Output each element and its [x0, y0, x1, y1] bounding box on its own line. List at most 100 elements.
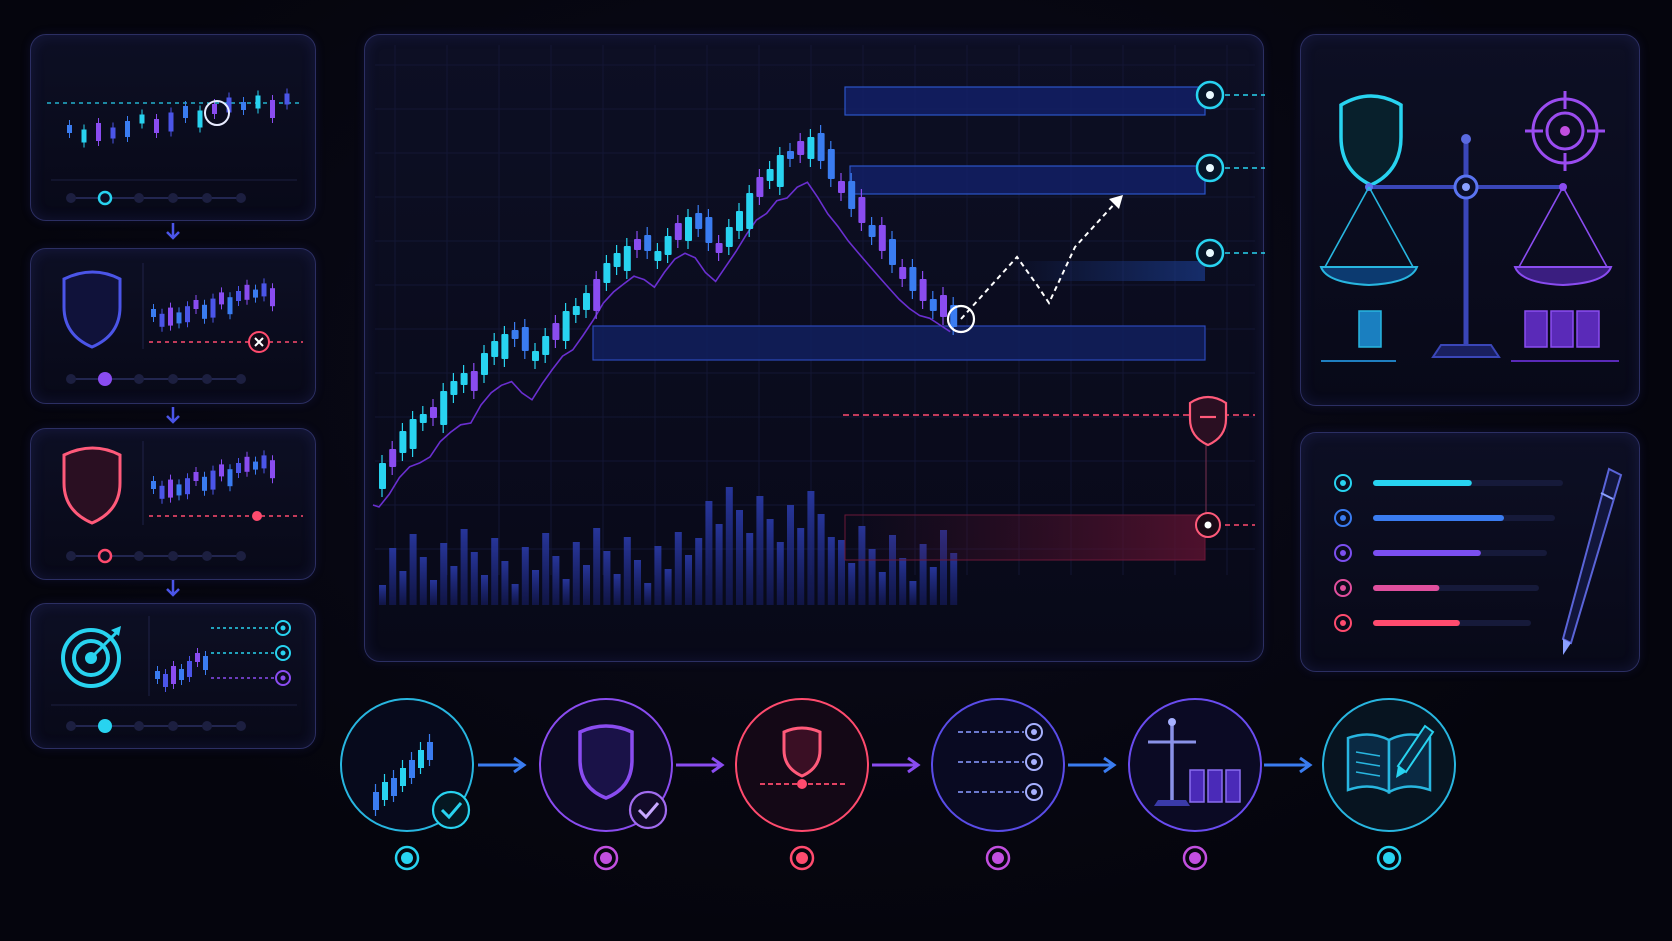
- step-panel-trend[interactable]: [30, 34, 316, 221]
- volume-bar: [481, 575, 488, 605]
- reward-bar: [1576, 310, 1600, 348]
- main-candlestick-chart: [372, 45, 1265, 605]
- mini-candle-body: [270, 460, 275, 479]
- mini-candle-body: [244, 284, 250, 300]
- step-panel-targets-graphic: [51, 616, 297, 733]
- step-panel-stop-set[interactable]: [30, 428, 316, 580]
- reward-bar: [1550, 310, 1574, 348]
- candle-body: [419, 414, 427, 423]
- mini-candle-body: [176, 312, 182, 324]
- volume-bar: [623, 537, 631, 605]
- volume-bar: [664, 569, 672, 605]
- candle-body: [674, 223, 682, 240]
- target-1-marker-icon[interactable]: [1195, 238, 1265, 268]
- step-panel-stop-invalidated-graphic: [62, 263, 303, 386]
- checklist-bullet-dot: [1340, 515, 1346, 521]
- candle-body: [838, 181, 845, 193]
- volume-bar: [470, 552, 478, 605]
- risk-zone: [844, 514, 1206, 561]
- step-panel-stop-invalidated[interactable]: [30, 248, 316, 404]
- volume-bar: [399, 571, 407, 605]
- candle-body: [817, 133, 825, 161]
- candle-body: [603, 263, 611, 283]
- workflow-step-stop-loss[interactable]: [735, 698, 869, 832]
- flow-arrow-icon: [1068, 756, 1117, 774]
- candle-body: [593, 279, 601, 311]
- candle-body: [491, 341, 499, 357]
- mini-candle-body: [270, 288, 275, 307]
- target-icon: [61, 626, 121, 688]
- workflow-step-analyze[interactable]: [340, 698, 474, 832]
- mini-candle-body: [255, 95, 261, 109]
- flow-arrow-icon: [872, 756, 921, 774]
- mini-candle-body: [168, 479, 173, 498]
- mini-candle-body: [197, 110, 203, 128]
- checklist-progress-bar: [1373, 585, 1440, 591]
- candle-body: [899, 267, 907, 279]
- candle-body: [511, 330, 519, 339]
- down-arrow-icon: [166, 223, 180, 240]
- price-candles: [379, 125, 958, 497]
- mini-candle-body: [193, 300, 199, 309]
- candle-body: [481, 353, 488, 375]
- workflow-step-targets[interactable]: [931, 698, 1065, 832]
- candle-body: [572, 306, 580, 315]
- journal-pen-icon: [1346, 724, 1435, 795]
- shield-stop-icon: [782, 726, 822, 778]
- flow-candle-body: [418, 750, 424, 768]
- candle-body: [940, 295, 947, 317]
- volume-bar: [878, 572, 886, 605]
- step-indicator: [66, 190, 246, 206]
- pen-icon: [1561, 467, 1623, 655]
- volume-bar: [807, 491, 815, 605]
- shield-icon: [62, 446, 122, 525]
- mini-candle-body: [236, 291, 241, 301]
- risk-bar: [1358, 310, 1382, 348]
- candle-body: [787, 151, 794, 159]
- workflow-node-dot: [992, 852, 1004, 864]
- mini-candles: [151, 450, 275, 504]
- workflow-step-risk-reward[interactable]: [1128, 698, 1262, 832]
- candle-body: [746, 193, 754, 229]
- candle-body: [685, 217, 692, 241]
- mini-candle-body: [202, 476, 207, 491]
- step-panel-targets[interactable]: [30, 603, 316, 749]
- candle-body: [532, 351, 539, 361]
- target-3-marker-icon[interactable]: [1195, 80, 1265, 110]
- flow-candle-body: [391, 778, 397, 796]
- mini-candle-body: [176, 484, 182, 496]
- candle-body: [756, 177, 764, 197]
- mini-candle-body: [284, 93, 290, 105]
- checklist-bullet-dot: [1340, 550, 1346, 556]
- candle-body: [695, 213, 703, 229]
- volume-bar: [430, 580, 437, 605]
- volume-bar: [827, 537, 835, 605]
- projected-path: [960, 200, 1118, 320]
- mini-candle-body: [210, 298, 216, 318]
- volume-bar: [460, 529, 468, 605]
- volume-bar: [603, 551, 611, 605]
- volume-bar: [950, 553, 958, 605]
- risk-reward-panel[interactable]: [1300, 34, 1640, 406]
- main-chart-panel[interactable]: [364, 34, 1265, 662]
- volume-bar: [593, 528, 601, 605]
- step-indicator: [66, 719, 246, 733]
- candle-body: [766, 169, 774, 181]
- workflow-node-dot: [1383, 852, 1395, 864]
- volume-bar: [919, 544, 927, 605]
- stop-marker-icon: [252, 511, 262, 521]
- candle-body: [430, 407, 437, 418]
- checklist-panel[interactable]: [1300, 432, 1640, 672]
- candle-body: [848, 181, 856, 209]
- mini-candle-body: [187, 661, 192, 677]
- volume-bar: [868, 549, 876, 605]
- candle-body: [562, 311, 570, 341]
- mini-candle-body: [236, 463, 241, 473]
- candle-body: [919, 279, 927, 301]
- down-arrow-icon: [166, 580, 180, 597]
- target-2-marker-icon[interactable]: [1195, 153, 1265, 183]
- mini-candle-body: [261, 455, 267, 469]
- workflow-step-protect[interactable]: [539, 698, 673, 832]
- workflow-step-journal[interactable]: [1322, 698, 1456, 832]
